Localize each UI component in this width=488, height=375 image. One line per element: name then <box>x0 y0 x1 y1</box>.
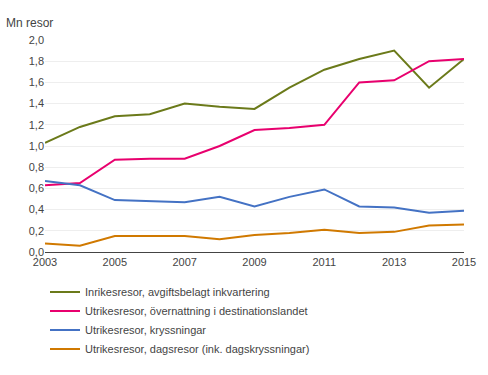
svg-text:Inrikesresor, avgiftsbelagt in: Inrikesresor, avgiftsbelagt inkvartering <box>85 286 270 298</box>
svg-text:Utrikesresor, kryssningar: Utrikesresor, kryssningar <box>85 324 206 336</box>
svg-text:2009: 2009 <box>242 256 266 268</box>
svg-text:0,2: 0,2 <box>29 225 44 237</box>
svg-text:1,8: 1,8 <box>29 55 44 67</box>
svg-text:2013: 2013 <box>382 256 406 268</box>
svg-text:1,2: 1,2 <box>29 119 44 131</box>
svg-text:0,6: 0,6 <box>29 182 44 194</box>
svg-text:2007: 2007 <box>172 256 196 268</box>
svg-text:2011: 2011 <box>313 256 337 268</box>
svg-text:2,0: 2,0 <box>29 34 44 46</box>
svg-text:0,8: 0,8 <box>29 161 44 173</box>
svg-text:1,0: 1,0 <box>29 140 44 152</box>
svg-text:0,4: 0,4 <box>29 203 44 215</box>
svg-text:2003: 2003 <box>33 256 57 268</box>
svg-text:1,4: 1,4 <box>29 97 44 109</box>
svg-text:2005: 2005 <box>103 256 127 268</box>
svg-text:2015: 2015 <box>452 256 476 268</box>
svg-text:Utrikesresor, övernattning i d: Utrikesresor, övernattning i destination… <box>85 305 308 317</box>
svg-text:Utrikesresor, dagsresor (ink.: Utrikesresor, dagsresor (ink. dagskryssn… <box>85 343 309 355</box>
svg-text:1,6: 1,6 <box>29 76 44 88</box>
svg-text:Mn resor: Mn resor <box>6 16 53 30</box>
svg-text:0,0: 0,0 <box>29 246 44 258</box>
